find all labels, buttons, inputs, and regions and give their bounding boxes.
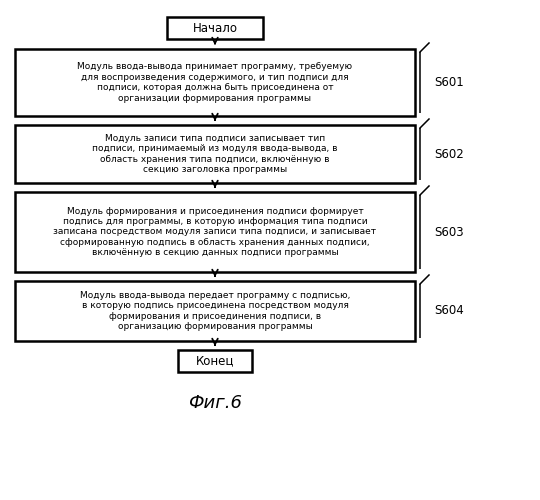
Text: Модуль записи типа подписи записывает тип
подписи, принимаемый из модуля ввода-в: Модуль записи типа подписи записывает ти… — [92, 134, 338, 174]
Text: Фиг.6: Фиг.6 — [188, 394, 242, 412]
Text: Конец: Конец — [196, 354, 234, 368]
Bar — [15, 281, 415, 341]
Bar — [178, 350, 252, 372]
Text: S602: S602 — [434, 148, 464, 160]
Text: S601: S601 — [434, 76, 464, 89]
Bar — [15, 49, 415, 116]
Text: Начало: Начало — [192, 22, 238, 35]
Text: S603: S603 — [434, 226, 464, 238]
Text: Модуль ввода-вывода передает программу с подписью,
в которую подпись присоединен: Модуль ввода-вывода передает программу с… — [80, 291, 350, 331]
Bar — [167, 17, 263, 39]
Text: S604: S604 — [434, 304, 464, 318]
Bar — [15, 192, 415, 272]
Text: Модуль ввода-вывода принимает программу, требуемую
для воспроизведения содержимо: Модуль ввода-вывода принимает программу,… — [77, 62, 353, 102]
Bar — [15, 125, 415, 183]
Text: Модуль формирования и присоединения подписи формирует
подпись для программы, в к: Модуль формирования и присоединения подп… — [53, 206, 376, 258]
